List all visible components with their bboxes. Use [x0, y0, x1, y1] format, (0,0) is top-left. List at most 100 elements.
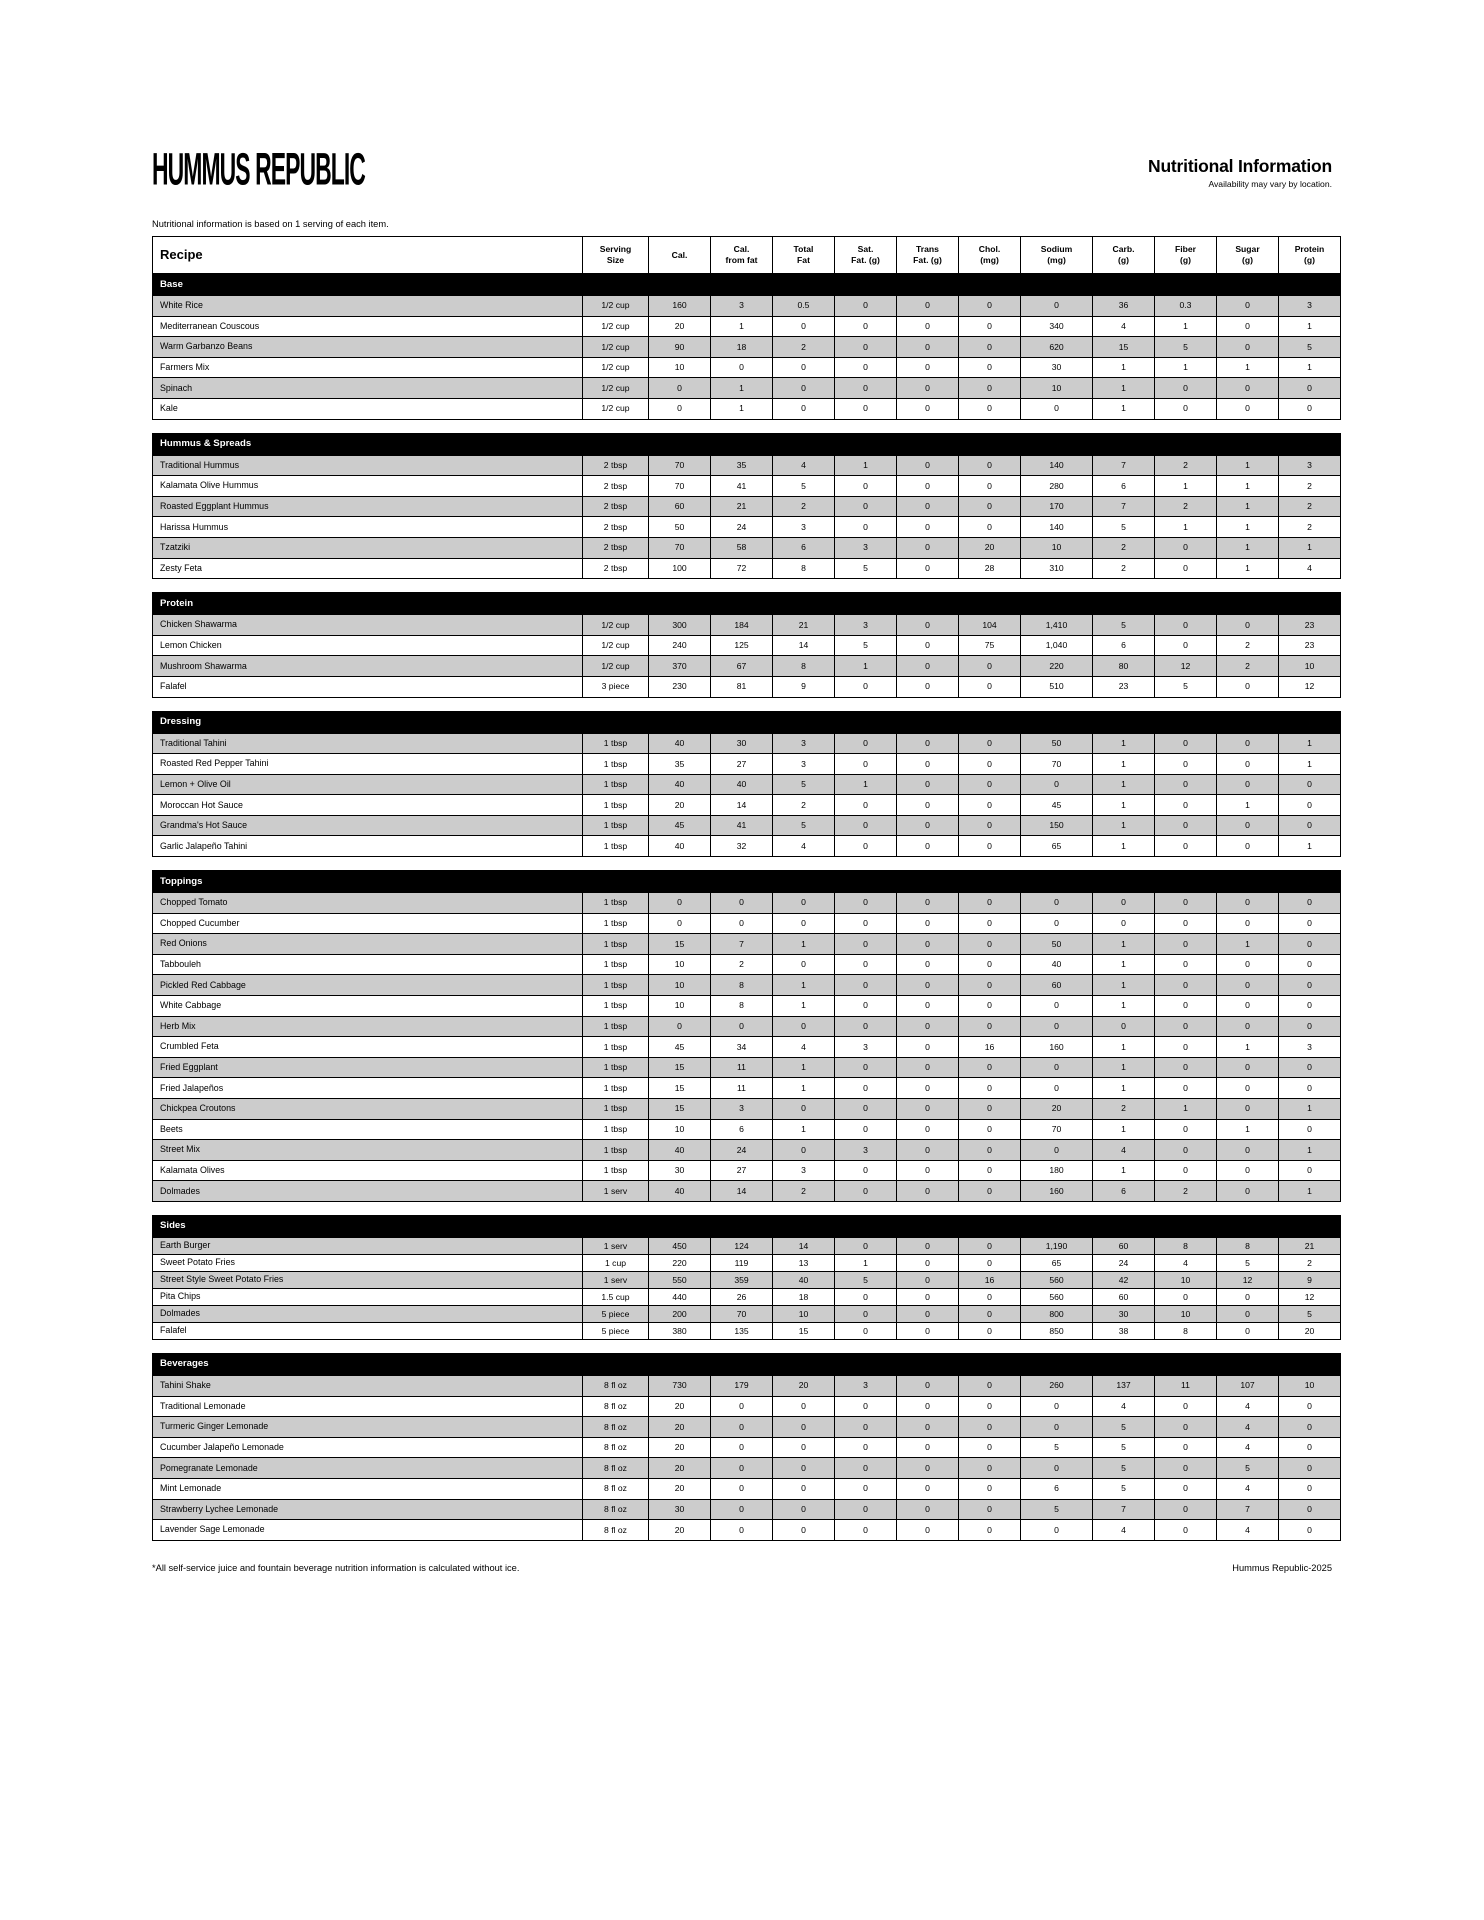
cell-cal: 0: [648, 397, 711, 420]
cell-sugar: 1: [1216, 454, 1279, 477]
cell-fiber: 0: [1154, 1118, 1217, 1141]
cell-carb: 1: [1092, 933, 1155, 955]
cell-cal: 20: [648, 1416, 711, 1438]
cell-total: 10: [772, 1304, 835, 1323]
cell-protein: 21: [1278, 1236, 1341, 1255]
cell-cal: 72: [710, 557, 773, 580]
cell-fiber: 0: [1154, 1159, 1217, 1182]
recipe-name-cell: Dolmades: [152, 1304, 583, 1323]
cell-fiber: 0: [1154, 1498, 1217, 1521]
cell-sat: 0: [834, 495, 897, 518]
cell-fiber: 0: [1154, 794, 1217, 816]
cell-serving: 1 tbsp: [582, 892, 649, 914]
cell-sat: 0: [834, 1236, 897, 1255]
cell-cal: 81: [710, 675, 773, 698]
cell-chol: 75: [958, 634, 1021, 657]
table-row: Falafel 5 piece 380 135 15 0 0 0 850 38 8 0 20: [152, 1321, 1341, 1340]
cell-trans: 0: [896, 1139, 959, 1161]
page-title: Nutritional Information: [1148, 155, 1332, 176]
cell-protein: 4: [1278, 557, 1341, 580]
column-header-sat: Sat. Fat. (g): [834, 236, 897, 274]
table-row: Strawberry Lychee Lemonade 8 fl oz 30 0 0 0 0 0…: [152, 1498, 1341, 1521]
cell-sugar: 0: [1216, 1180, 1279, 1202]
cell-serving: 1 tbsp: [582, 794, 649, 816]
table-row: Street Mix 1 tbsp 40 24 0 3 0 0 0 4 0 0 1: [152, 1139, 1341, 1161]
cell-cal: 70: [648, 454, 711, 477]
cell-sugar: 0: [1216, 953, 1279, 976]
cell-total: 0: [772, 1015, 835, 1038]
cell-sugar: 0: [1216, 1159, 1279, 1182]
section-header-sides: Sides: [152, 1214, 1341, 1238]
cell-sugar: 7: [1216, 1498, 1279, 1521]
cell-cal: 124: [710, 1236, 773, 1255]
table-row: Garlic Jalapeño Tahini 1 tbsp 40 32 4 0 0 0 65 1 0…: [152, 835, 1341, 858]
cell-cal: 119: [710, 1253, 773, 1272]
recipe-name-cell: Chopped Cucumber: [152, 912, 583, 935]
cell-carb: 1: [1092, 794, 1155, 816]
cell-protein: 10: [1278, 655, 1341, 677]
cell-fiber: 2: [1154, 495, 1217, 518]
cell-serving: 2 tbsp: [582, 454, 649, 477]
cell-sodium: 0: [1020, 397, 1093, 420]
recipe-name-cell: Traditional Hummus: [152, 454, 583, 477]
cell-sat: 0: [834, 732, 897, 755]
cell-protein: 3: [1278, 295, 1341, 317]
cell-cal: 135: [710, 1321, 773, 1340]
table-row: Chopped Tomato 1 tbsp 0 0 0 0 0 0 0 0 0 0 0: [152, 892, 1341, 914]
cell-sat: 0: [834, 1519, 897, 1541]
cell-cal: 40: [648, 732, 711, 755]
table-row: Pickled Red Cabbage 1 tbsp 10 8 1 0 0 0 60 1 0 0 0: [152, 974, 1341, 997]
cell-trans: 0: [896, 557, 959, 580]
cell-sugar: 4: [1216, 1395, 1279, 1418]
cell-serving: 1 tbsp: [582, 1077, 649, 1099]
cell-fiber: 0: [1154, 634, 1217, 657]
cell-sodium: 5: [1020, 1436, 1093, 1459]
cell-trans: 0: [896, 1236, 959, 1255]
cell-serving: 8 fl oz: [582, 1395, 649, 1418]
cell-trans: 0: [896, 634, 959, 657]
recipe-name-cell: Falafel: [152, 1321, 583, 1340]
cell-sugar: 1: [1216, 356, 1279, 379]
section-title: Sides: [152, 1214, 1341, 1238]
cell-total: 13: [772, 1253, 835, 1272]
cell-sat: 3: [834, 614, 897, 636]
cell-sugar: 2: [1216, 655, 1279, 677]
cell-chol: 0: [958, 356, 1021, 379]
cell-serving: 8 fl oz: [582, 1498, 649, 1521]
table-row: Farmers Mix 1/2 cup 10 0 0 0 0 0 30 1 1 1 1: [152, 356, 1341, 379]
cell-cal: 184: [710, 614, 773, 636]
cell-sodium: 65: [1020, 1253, 1093, 1272]
cell-fiber: 0: [1154, 933, 1217, 955]
cell-protein: 1: [1278, 1180, 1341, 1202]
cell-trans: 0: [896, 1015, 959, 1038]
section-spacer: [152, 419, 1341, 434]
cell-total: 1: [772, 995, 835, 1017]
cell-carb: 1: [1092, 356, 1155, 379]
cell-sugar: 0: [1216, 912, 1279, 935]
table-row: Tzatziki 2 tbsp 70 58 6 3 0 20 10 2 0 1 1: [152, 536, 1341, 559]
cell-trans: 0: [896, 933, 959, 955]
table-row: Tahini Shake 8 fl oz 730 179 20 3 0 0 260 137 11 10…: [152, 1374, 1341, 1397]
cell-sat: 0: [834, 1395, 897, 1418]
cell-protein: 5: [1278, 1304, 1341, 1323]
column-header-sugar: Sugar (g): [1216, 236, 1279, 274]
cell-protein: 2: [1278, 475, 1341, 497]
cell-carb: 2: [1092, 557, 1155, 580]
cell-cal: 1: [710, 315, 773, 338]
cell-trans: 0: [896, 1498, 959, 1521]
cell-carb: 1: [1092, 1056, 1155, 1079]
table-row: Fried Eggplant 1 tbsp 15 11 1 0 0 0 0 1 0 0 0: [152, 1056, 1341, 1079]
cell-chol: 0: [958, 794, 1021, 816]
cell-sugar: 1: [1216, 1118, 1279, 1141]
cell-trans: 0: [896, 356, 959, 379]
cell-chol: 0: [958, 1436, 1021, 1459]
cell-sat: 0: [834, 397, 897, 420]
cell-chol: 0: [958, 773, 1021, 796]
cell-sodium: 50: [1020, 732, 1093, 755]
cell-total: 14: [772, 1236, 835, 1255]
cell-trans: 0: [896, 655, 959, 677]
recipe-name-cell: Kale: [152, 397, 583, 420]
cell-total: 4: [772, 1036, 835, 1058]
cell-cal: 0: [710, 1498, 773, 1521]
cell-serving: 2 tbsp: [582, 475, 649, 497]
